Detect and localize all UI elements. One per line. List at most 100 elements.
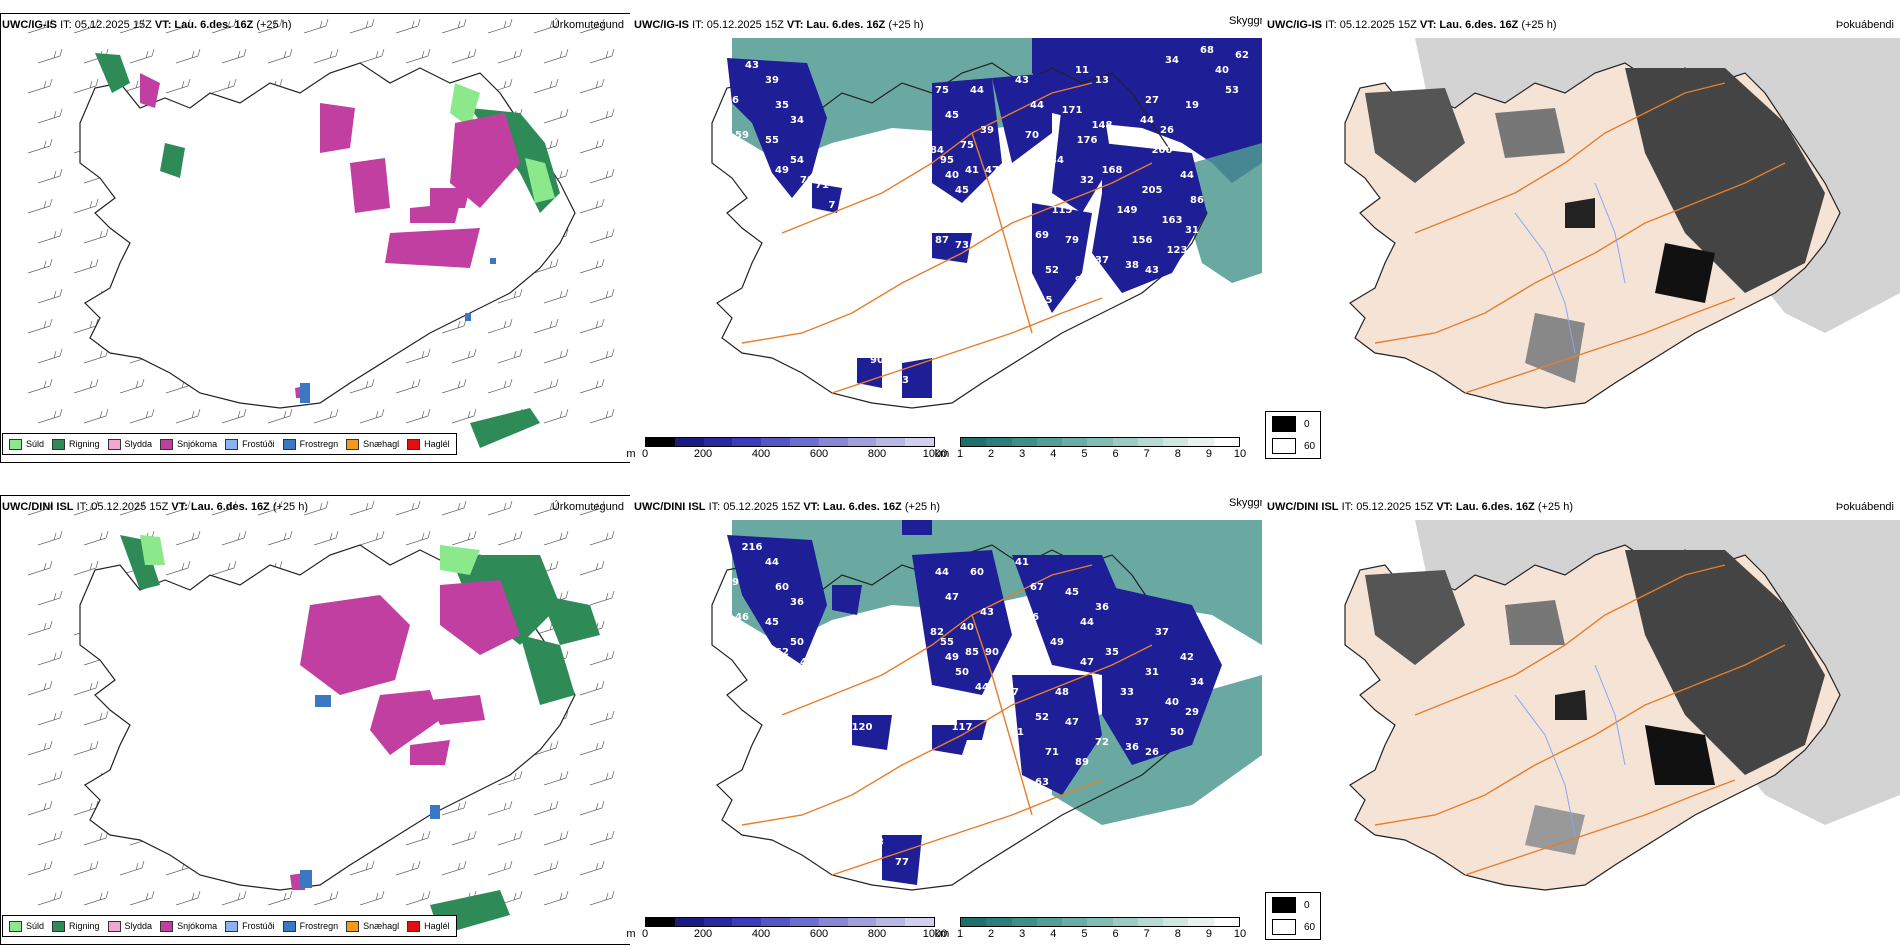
colorbar-tick: 4	[1050, 448, 1057, 460]
colorbar-tick: 400	[751, 928, 771, 940]
freezing-drizzle-spots	[300, 695, 440, 888]
colorbar-segment	[732, 918, 762, 926]
colorbar-segment	[1087, 918, 1113, 926]
colorbar-tick: 200	[693, 448, 713, 460]
legend-label: Haglél	[424, 439, 450, 449]
colorbar-tick: 9	[1205, 928, 1212, 940]
ceiling-label: 55	[765, 135, 779, 146]
colorbar-segment	[646, 918, 675, 926]
fog-map	[1265, 33, 1900, 413]
fog-legend: 0 60	[1265, 892, 1321, 940]
wind-barb	[451, 408, 477, 424]
wind-barb	[533, 78, 559, 94]
colorbar-segment	[1087, 438, 1113, 446]
wind-barb	[405, 408, 431, 424]
snow-areas	[140, 73, 520, 398]
wind-barb	[313, 530, 339, 546]
wind-barb	[533, 860, 559, 876]
wind-barb	[589, 168, 615, 184]
wind-barb	[73, 740, 99, 756]
colorbar-segment	[1112, 918, 1138, 926]
fog-legend-swatch	[1272, 416, 1296, 432]
ceiling-label: 35	[775, 100, 789, 111]
wind-barb	[73, 560, 99, 576]
ceiling-label: 115	[1052, 205, 1073, 216]
wind-barb	[37, 408, 63, 424]
panel-title: Úrkomutegund	[551, 501, 624, 513]
wind-barb	[589, 770, 615, 786]
panel-title: Þokuábendi	[1835, 19, 1894, 31]
ceiling-label: 148	[1092, 120, 1113, 131]
legend-item: Frostúði	[225, 438, 275, 450]
ceiling-label: 45	[1065, 587, 1079, 598]
wind-barb	[579, 318, 605, 334]
wind-barb	[211, 500, 237, 516]
wind-barb	[405, 890, 431, 906]
ceiling-label: 50	[1170, 727, 1184, 738]
fog-panel-row1: UWC/IG-IS IT: 05.12.2025 15Z VT: Lau. 6.…	[1265, 13, 1900, 463]
ceiling-label: 156	[1132, 235, 1153, 246]
legend-item: Rigning	[52, 920, 100, 932]
wind-barb	[37, 770, 63, 786]
ceiling-label: 26	[1145, 747, 1159, 758]
wind-barb	[441, 18, 467, 34]
ceiling-label: 62	[1010, 245, 1024, 256]
legend-label: Snjókoma	[177, 921, 218, 931]
ceiling-label: 47	[925, 205, 939, 216]
roads	[741, 564, 1153, 876]
fog-legend-row: 60	[1272, 438, 1315, 454]
ceiling-label: 34	[790, 115, 804, 126]
wind-barb	[27, 138, 53, 154]
legend-label: Snæhagl	[363, 921, 400, 931]
legend-swatch	[9, 920, 22, 932]
wind-barb	[359, 48, 385, 64]
legend-label: Snæhagl	[363, 439, 400, 449]
ceiling-label: 45	[955, 185, 969, 196]
legend-swatch	[52, 438, 66, 450]
wind-barb	[441, 378, 467, 394]
wind-barb	[73, 198, 99, 214]
wind-barb	[451, 830, 477, 846]
legend-item: Snæhagl	[346, 438, 400, 450]
fog-legend-row: 0	[1272, 416, 1310, 432]
ceiling-label: 216	[742, 542, 763, 553]
ceiling-label: 47	[1005, 687, 1019, 698]
wind-barb	[405, 530, 431, 546]
wind-barb	[533, 258, 559, 274]
wind-barb	[37, 530, 63, 546]
legend-item: Rigning	[52, 438, 100, 450]
wind-barb	[165, 560, 191, 576]
legend-item: Slydda	[107, 438, 152, 450]
wind-barb	[349, 378, 375, 394]
ceiling-colorbar: m 0 200 400 600 800 1000	[626, 437, 947, 461]
wind-barb	[267, 408, 293, 424]
colorbar-segment	[818, 438, 848, 446]
ceiling-label: 45	[765, 617, 779, 628]
ceiling-label: 44	[1030, 100, 1044, 111]
wind-barb	[73, 258, 99, 274]
colorbar-segment	[789, 438, 819, 446]
ceiling-label: 43	[745, 60, 759, 71]
colorbar-tick: 9	[1205, 448, 1212, 460]
ceiling-label: 32	[1080, 175, 1094, 186]
ceiling-colorbar-bar	[645, 917, 935, 927]
ceiling-label: 31	[975, 200, 989, 211]
unit: m	[626, 928, 636, 940]
wind-barb	[221, 48, 247, 64]
colorbar-segment	[1188, 918, 1214, 926]
colorbar-segment	[1036, 438, 1063, 446]
legend-item: Snæhagl	[346, 920, 400, 932]
precip-map	[0, 495, 630, 945]
ceiling-label: 171	[1062, 105, 1083, 116]
ceiling-label: 63	[895, 375, 909, 386]
wind-barb	[83, 408, 109, 424]
legend-swatch	[225, 920, 239, 932]
wind-barb	[579, 18, 605, 34]
fog-legend-swatch	[1272, 919, 1296, 935]
ceiling-label: 7	[829, 200, 836, 211]
wind-barb	[165, 500, 191, 516]
wind-barb	[27, 680, 53, 696]
precip-map	[0, 13, 630, 463]
freezing-drizzle-spots	[300, 258, 496, 403]
